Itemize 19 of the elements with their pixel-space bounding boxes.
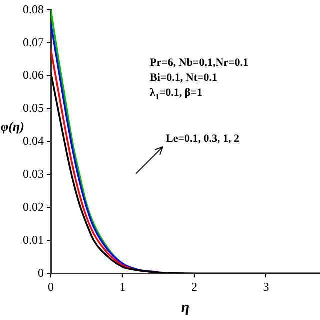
y-tick-label: 0.02 (23, 200, 44, 214)
line-series (51, 10, 138, 271)
y-tick-label: 0.05 (23, 101, 44, 116)
x-tick-label: 0 (48, 280, 54, 294)
y-axis-title: φ(η) (1, 119, 24, 134)
y-tick-label: 0.07 (23, 35, 44, 50)
y-tick-label: 0.03 (23, 166, 44, 181)
y-tick-label: 0.06 (23, 68, 44, 82)
y-tick-label: 0.01 (23, 232, 44, 247)
annotation: Pr=6, Nb=0.1,Nr=0.1 (150, 57, 249, 69)
y-tick-label: 0.08 (23, 2, 44, 16)
x-tick-label: 1 (120, 280, 126, 294)
y-tick-label: 0 (38, 266, 44, 280)
y-tick-label: 0.04 (23, 134, 44, 148)
x-tick-label: 2 (191, 280, 198, 294)
x-tick-label: 3 (263, 280, 270, 294)
annotation: Le=0.1, 0.3, 1, 2 (166, 133, 240, 145)
annotation: Bi=0.1, Nt=0.1 (150, 72, 218, 84)
x-axis-title: η (181, 300, 190, 316)
